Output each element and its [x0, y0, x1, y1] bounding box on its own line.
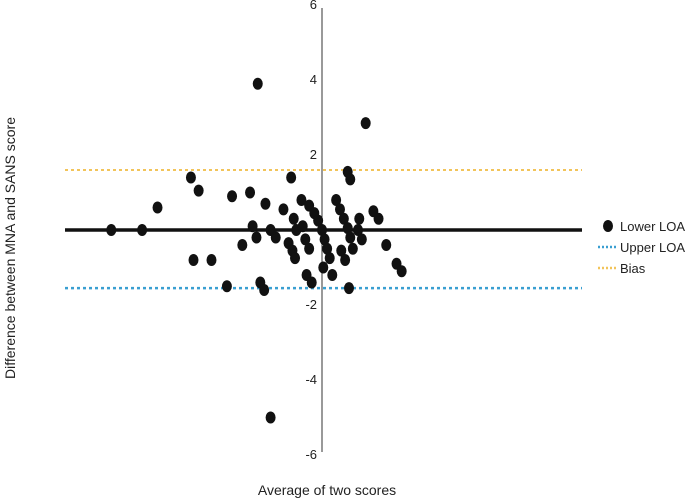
data-point [297, 220, 308, 233]
data-point [347, 242, 358, 255]
data-point [152, 201, 163, 214]
data-point [288, 212, 299, 225]
y-tick-label: 6 [310, 0, 317, 12]
y-tick-label: -4 [305, 372, 317, 387]
data-point [290, 252, 301, 265]
y-tick-label: -2 [305, 297, 317, 312]
data-point [270, 231, 281, 244]
legend-label: Upper LOA [620, 240, 685, 255]
y-tick-label: 4 [310, 72, 317, 87]
data-point [381, 239, 392, 251]
data-point [306, 276, 317, 289]
data-point [338, 212, 349, 225]
data-point [193, 184, 204, 197]
data-point [221, 280, 232, 293]
legend-label: Lower LOA [620, 219, 685, 234]
data-point [185, 171, 196, 184]
data-point [296, 194, 307, 206]
y-axis-label: Difference between MNA and SANS score [2, 117, 18, 379]
data-point [324, 252, 335, 265]
y-tick-labels: 6 4 2 -2 -4 -6 [305, 0, 317, 462]
legend-marker-dot [603, 220, 613, 232]
data-point [322, 242, 333, 255]
data-point [304, 242, 315, 255]
data-point [106, 224, 117, 236]
data-point [331, 194, 342, 206]
data-point [252, 77, 263, 90]
y-tick-label: -6 [305, 447, 317, 462]
data-point [259, 284, 270, 296]
data-point [251, 231, 262, 244]
data-point [345, 231, 356, 244]
data-point [286, 171, 297, 184]
data-point [396, 265, 407, 278]
data-point [206, 254, 217, 266]
data-point [336, 244, 347, 257]
data-point [352, 224, 363, 236]
data-point [227, 190, 238, 203]
legend-label: Bias [620, 261, 646, 276]
data-point [188, 254, 199, 266]
legend: Lower LOA Upper LOA Bias [598, 219, 685, 276]
data-point [360, 117, 371, 130]
data-point [318, 261, 329, 274]
data-point [354, 212, 365, 225]
data-point [317, 224, 327, 236]
data-point [334, 203, 345, 216]
data-point [137, 224, 148, 236]
data-point [237, 239, 248, 251]
data-point [343, 282, 354, 295]
data-point [327, 269, 338, 281]
data-point [260, 197, 271, 210]
data-point [245, 186, 256, 199]
y-tick-label: 2 [310, 147, 317, 162]
data-point [342, 222, 353, 235]
data-point [356, 233, 367, 246]
data-point [300, 233, 311, 246]
data-points [106, 77, 407, 424]
x-axis-label: Average of two scores [258, 482, 396, 498]
data-point [265, 411, 276, 424]
data-point [313, 214, 324, 227]
data-point [247, 220, 258, 233]
data-point [373, 212, 384, 225]
data-point [345, 173, 356, 186]
data-point [278, 203, 289, 216]
data-point [340, 254, 351, 266]
data-point [319, 233, 330, 246]
